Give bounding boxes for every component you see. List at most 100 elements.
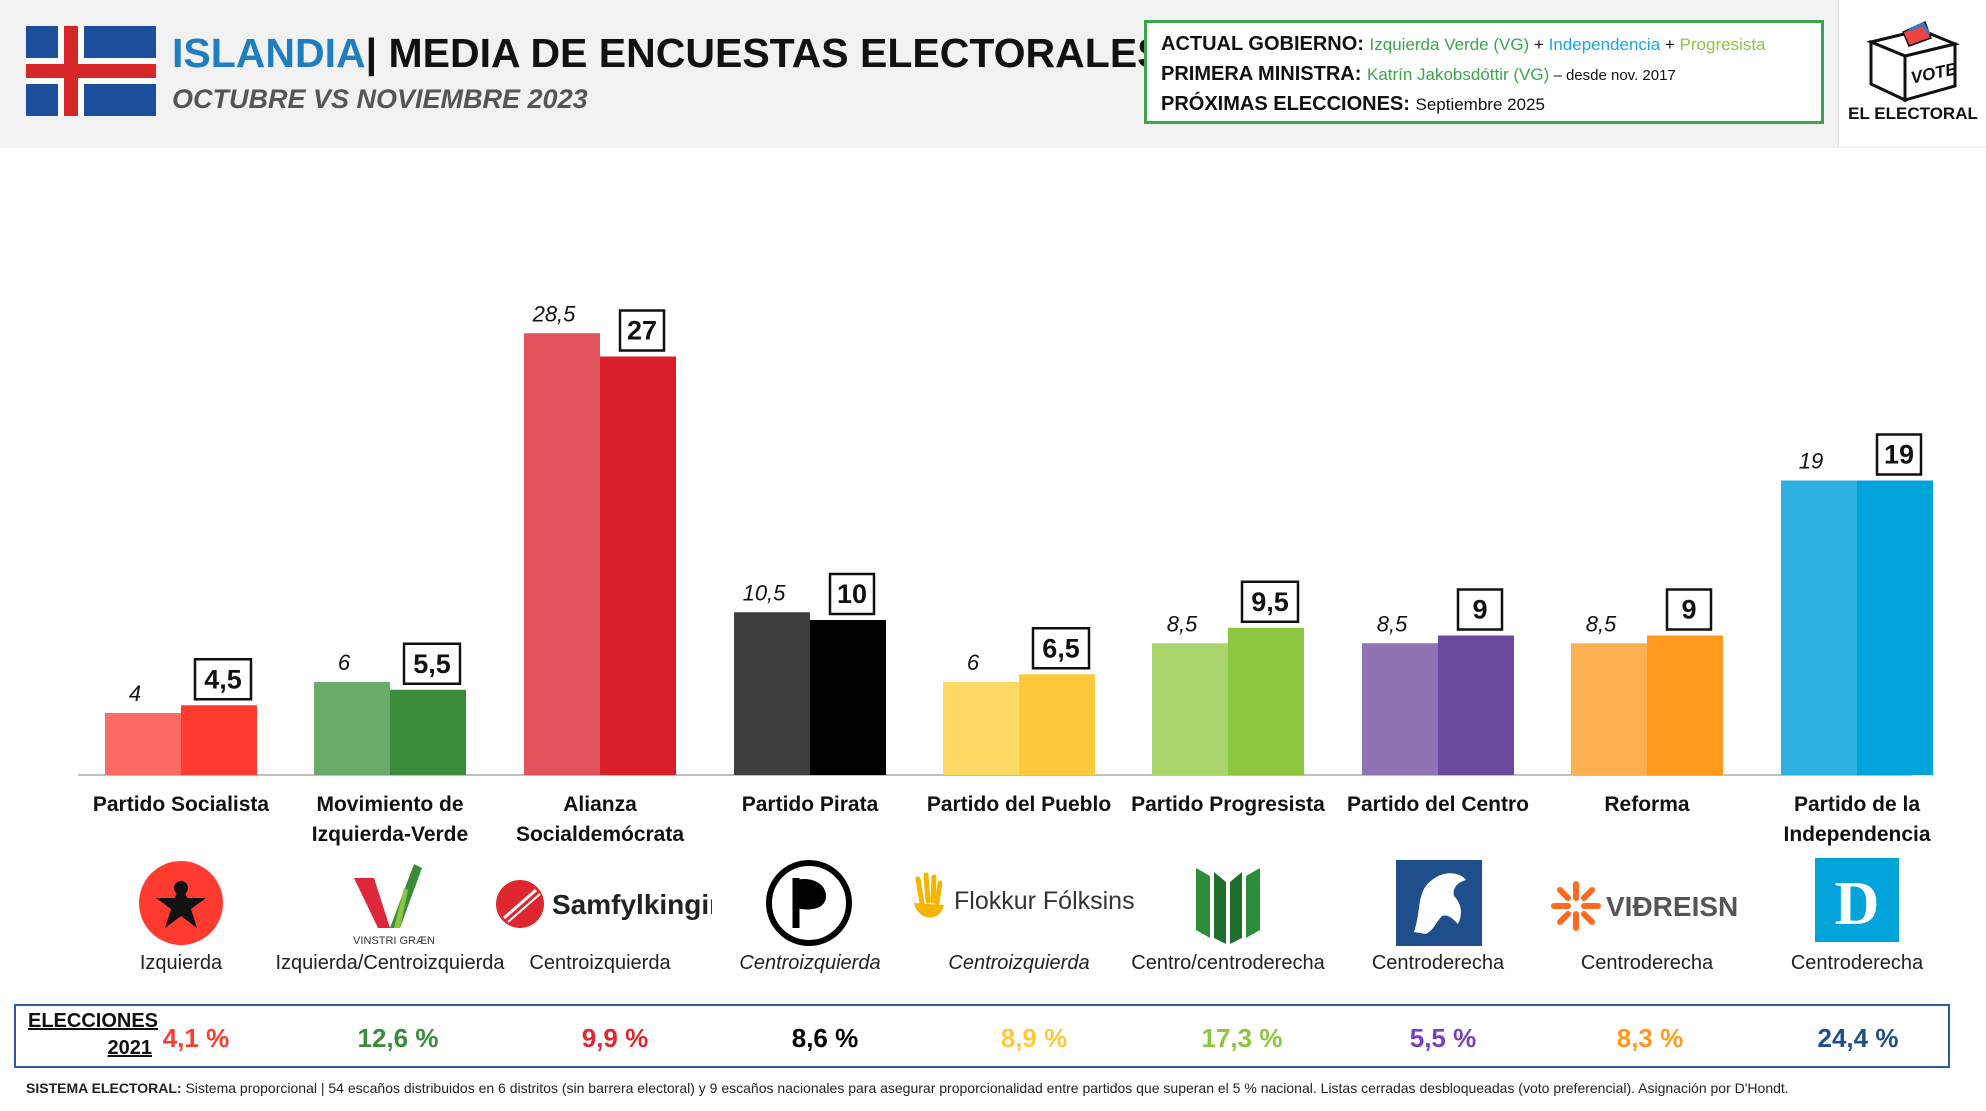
page-title: ISLANDIA| MEDIA DE ENCUESTAS ELECTORALES [172, 30, 1165, 77]
data-label-noviembre: 4,5 [204, 664, 242, 694]
party-name-line: Partido de la [1793, 793, 1921, 816]
party-name-line: Partido Pirata [741, 793, 879, 816]
data-label-noviembre: 27 [627, 316, 657, 346]
el-electoral-logo: VOTE EL ELECTORAL [1838, 0, 1986, 146]
bar-noviembre [1647, 635, 1723, 775]
data-label-box [1875, 433, 1923, 476]
next-election-row: PRÓXIMAS ELECCIONES: Septiembre 2025 [1161, 89, 1807, 119]
party-name-line: Partido Socialista [92, 793, 270, 816]
party-name-line: Izquierda-Verde [311, 823, 469, 846]
prime-minister-label: PRIMERA MINISTRA: [1161, 63, 1362, 85]
flokkur-folksins-hand-icon: Flokkur Fólksins [904, 869, 1135, 934]
next-election-value: Septiembre 2025 [1415, 95, 1545, 114]
bar-noviembre [600, 356, 676, 775]
party-name-line: Partido Progresista [1131, 793, 1325, 816]
party-name-label: Partido del Pueblo [914, 790, 1124, 820]
prime-minister-row: PRIMERA MINISTRA: Katrín Jakobsdóttir (V… [1161, 59, 1807, 89]
vinstri-graen-v-icon: VINSTRI GRÆN [334, 858, 454, 953]
party-name-label: Reforma [1542, 790, 1752, 820]
data-label-box [193, 658, 253, 701]
bar-group: 8,5 9 [1571, 588, 1723, 775]
ideology-label: Centroizquierda [529, 952, 671, 974]
election-2021-result: 8,9 % [1000, 1023, 1068, 1053]
svg-text:VINSTRI GRÆN: VINSTRI GRÆN [353, 935, 435, 947]
bar-octubre [943, 682, 1019, 775]
bar-noviembre [1438, 635, 1514, 775]
iceland-flag-icon [26, 26, 156, 116]
bar-noviembre [1857, 480, 1933, 775]
government-info-box: ACTUAL GOBIERNO: Izquierda Verde (VG) + … [1144, 20, 1824, 124]
bar-noviembre [810, 620, 886, 775]
page-subtitle: OCTUBRE VS NOVIEMBRE 2023 [172, 84, 588, 114]
bar-octubre [734, 612, 810, 775]
title-text: | MEDIA DE ENCUESTAS ELECTORALES [365, 30, 1165, 76]
party-name-label: Partido de la Independencia [1752, 790, 1962, 850]
bar-group: 6 6,5 [943, 627, 1095, 775]
government-party-progressive: Progresista [1679, 35, 1766, 54]
data-label-octubre: 19 [1799, 449, 1823, 474]
party-name-label: Partido Socialista [76, 790, 286, 820]
country-name: ISLANDIA [172, 30, 366, 76]
socialist-star-icon [136, 858, 226, 953]
bar-noviembre [390, 689, 466, 775]
electoral-system-label: SISTEMA ELECTORAL: [26, 1080, 182, 1096]
bar-noviembre [181, 705, 257, 775]
bar-octubre [1152, 643, 1228, 775]
party-name-line: Movimiento de [316, 793, 464, 816]
government-label: ACTUAL GOBIERNO: [1161, 33, 1364, 55]
elections-label-line2: 2021 [107, 1037, 153, 1059]
ideology-label: Izquierda [139, 952, 223, 974]
electoral-system-note: SISTEMA ELECTORAL: Sistema proporcional … [26, 1080, 1789, 1096]
bar-octubre [314, 682, 390, 775]
svg-text:Samfylkingin: Samfylkingin [552, 889, 712, 920]
bar-octubre [524, 333, 600, 775]
party-name-label: Partido Progresista [1123, 790, 1333, 820]
data-label-noviembre: 5,5 [413, 649, 451, 679]
next-election-label: PRÓXIMAS ELECCIONES: [1161, 93, 1410, 115]
government-party-independence: Independencia [1548, 35, 1661, 54]
election-2021-result: 9,9 % [581, 1023, 649, 1053]
party-name-line: Partido del Pueblo [926, 793, 1112, 816]
election-2021-result: 8,6 % [791, 1023, 859, 1053]
government-plus: + [1660, 35, 1680, 54]
election-2021-result: 17,3 % [1201, 1023, 1283, 1053]
data-label-box [1240, 580, 1300, 623]
party-name-line: Alianza [563, 793, 637, 816]
data-label-octubre: 28,5 [532, 301, 577, 326]
data-label-octubre: 8,5 [1377, 611, 1408, 636]
data-label-box [402, 642, 462, 685]
ideology-label: Centroizquierda [739, 952, 881, 974]
data-label-octubre: 8,5 [1586, 611, 1617, 636]
bar-noviembre [1019, 674, 1095, 775]
bar-noviembre [1228, 627, 1304, 775]
party-name-line: Independencia [1783, 823, 1931, 846]
data-label-box [1665, 588, 1713, 631]
government-plus: + [1529, 35, 1549, 54]
government-row: ACTUAL GOBIERNO: Izquierda Verde (VG) + … [1161, 29, 1807, 59]
elections-label-line1: ELECCIONES [28, 1010, 159, 1032]
data-label-octubre: 4 [129, 681, 141, 706]
pirate-flag-icon [764, 858, 854, 953]
data-label-box [828, 572, 876, 616]
bar-group: 8,5 9,5 [1152, 580, 1304, 775]
data-label-octubre: 8,5 [1167, 611, 1198, 636]
elections-2021-box [14, 1004, 1950, 1068]
data-label-noviembre: 9 [1472, 595, 1487, 625]
prime-minister-since: – desde nov. 2017 [1549, 67, 1676, 84]
ideology-label: Centroderecha [1371, 952, 1505, 974]
ideology-label: Centroizquierda [948, 952, 1090, 974]
government-party-vg: Izquierda Verde (VG) [1369, 35, 1530, 54]
party-name-label: Partido Pirata [705, 790, 915, 820]
bar-group: 28,5 27 [524, 301, 676, 775]
independence-d-icon: D [1815, 858, 1899, 947]
party-name-line: Socialdemócrata [515, 823, 685, 846]
progressive-wheat-icon [1188, 858, 1268, 953]
electoral-system-text: Sistema proporcional | 54 escaños distri… [181, 1080, 1789, 1096]
bar-group: 10,5 10 [734, 572, 886, 775]
party-name-line: Reforma [1604, 793, 1690, 816]
data-label-box [618, 309, 666, 352]
data-label-box [1031, 627, 1091, 670]
ideology-label: Centroderecha [1790, 952, 1924, 974]
ballot-box-icon: VOTE [1866, 20, 1960, 103]
data-label-box [1456, 588, 1504, 631]
